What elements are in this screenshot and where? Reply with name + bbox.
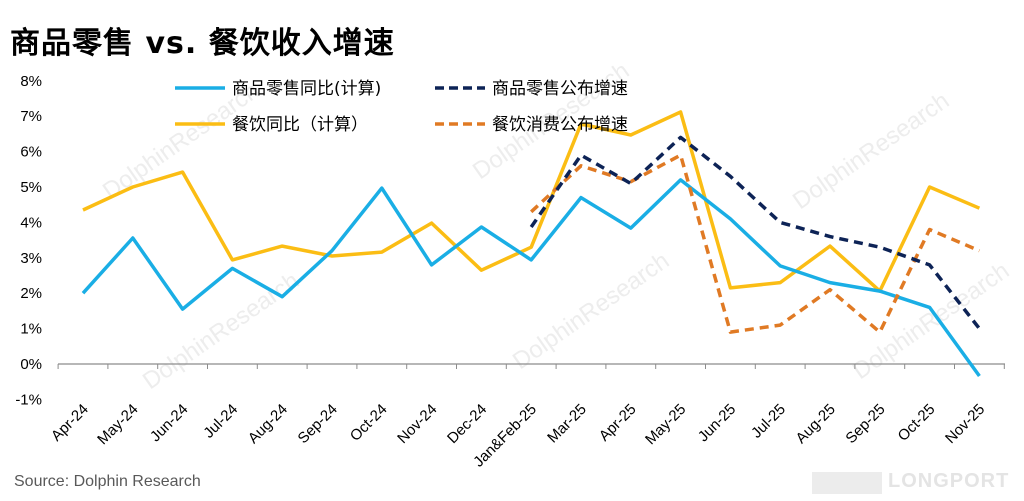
chart-title: 商品零售 vs. 餐饮收入增速 <box>10 26 395 61</box>
x-tick-label: Nov-24 <box>394 401 440 447</box>
x-tick-label: Jun-25 <box>695 401 739 445</box>
y-tick-label: 1% <box>20 321 42 338</box>
series-line-1 <box>529 135 981 330</box>
y-tick-label: -1% <box>15 391 42 408</box>
y-tick-label: 6% <box>20 144 42 161</box>
x-tick-label: Jul-25 <box>748 401 789 442</box>
y-tick-label: 3% <box>20 250 42 267</box>
longport-logo: LONGPORT <box>888 470 1010 492</box>
x-tick-label: Aug-25 <box>793 401 839 447</box>
watermark: DolphinResearch <box>508 247 674 375</box>
y-tick-label: 8% <box>20 73 42 90</box>
x-tick-label: Oct-24 <box>347 401 391 445</box>
y-tick-label: 2% <box>20 285 42 302</box>
watermark: DolphinResearch <box>788 87 954 215</box>
y-tick-label: 5% <box>20 179 42 196</box>
x-tick-label: Oct-25 <box>895 401 939 445</box>
x-tick-label: Dec-24 <box>444 401 490 447</box>
x-tick-label: Apr-24 <box>48 401 92 445</box>
series-line-3 <box>530 153 981 334</box>
x-tick-label: Nov-25 <box>942 401 988 447</box>
y-tick-label: 4% <box>20 214 42 231</box>
y-tick-label: 0% <box>20 356 42 373</box>
watermark: DolphinResearch <box>848 257 1014 385</box>
legend-label: 商品零售同比(计算) <box>232 79 381 99</box>
x-tick-label: Sep-24 <box>295 401 341 447</box>
x-tick-label: May-25 <box>642 401 689 448</box>
x-tick-label: Apr-25 <box>596 401 640 445</box>
source-note: Source: Dolphin Research <box>14 473 201 490</box>
legend-label: 餐饮同比（计算） <box>232 115 368 135</box>
x-tick-label: Sep-25 <box>842 401 888 447</box>
longport-logo-mark <box>812 472 882 494</box>
legend-label: 商品零售公布增速 <box>492 79 628 99</box>
x-tick-label: Aug-24 <box>245 401 291 447</box>
watermark: DolphinResearch <box>138 267 304 395</box>
y-tick-label: 7% <box>20 108 42 125</box>
x-tick-label: Mar-25 <box>544 401 590 447</box>
x-tick-label: May-24 <box>94 401 141 448</box>
legend-label: 餐饮消费公布增速 <box>492 115 628 135</box>
x-tick-label: Jun-24 <box>147 401 191 445</box>
x-tick-label: Jul-24 <box>200 401 241 442</box>
